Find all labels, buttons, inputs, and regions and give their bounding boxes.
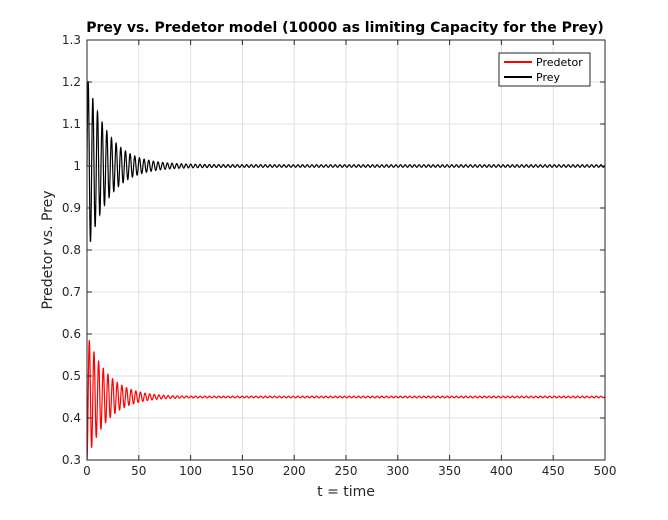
y-tick-label: 0.6: [62, 327, 81, 341]
y-tick-label: 0.4: [62, 411, 81, 425]
y-tick-label: 0.9: [62, 201, 81, 215]
y-tick-label: 1.3: [62, 33, 81, 47]
x-tick-label: 50: [131, 464, 146, 478]
x-axis-label: t = time: [317, 484, 375, 500]
x-tick-label: 400: [490, 464, 513, 478]
x-tick-label: 150: [231, 464, 254, 478]
y-tick-label: 1.2: [62, 75, 81, 89]
series-layer: [86, 81, 606, 461]
chart-title: Prey vs. Predetor model (10000 as limiti…: [86, 20, 604, 36]
series-line-prey: [86, 81, 606, 242]
x-tick-label: 500: [594, 464, 617, 478]
y-tick-label: 0.3: [62, 453, 81, 467]
legend-label-predetor: Predetor: [536, 56, 583, 69]
x-tick-label: 200: [283, 464, 306, 478]
legend: Predetor Prey: [498, 52, 591, 87]
legend-box: [498, 52, 591, 87]
y-tick-label: 1: [73, 159, 81, 173]
x-tick-label: 300: [386, 464, 409, 478]
x-tick-label: 100: [179, 464, 202, 478]
y-tick-label: 0.5: [62, 369, 81, 383]
y-tick-label: 1.1: [62, 117, 81, 131]
x-tick-label: 350: [438, 464, 461, 478]
tick-layer: 0 50 100 150 200 250 300 350 400 450 500 0.3 0.4 0.5 0…: [62, 33, 617, 478]
y-tick-label: 0.8: [62, 243, 81, 257]
x-tick-label: 0: [83, 464, 91, 478]
y-tick-label: 0.7: [62, 285, 81, 299]
series-line-predetor: [86, 339, 606, 461]
x-tick-label: 250: [335, 464, 358, 478]
legend-label-prey: Prey: [536, 71, 560, 84]
y-axis-label: Predetor vs. Prey: [40, 190, 56, 309]
x-tick-label: 450: [542, 464, 565, 478]
